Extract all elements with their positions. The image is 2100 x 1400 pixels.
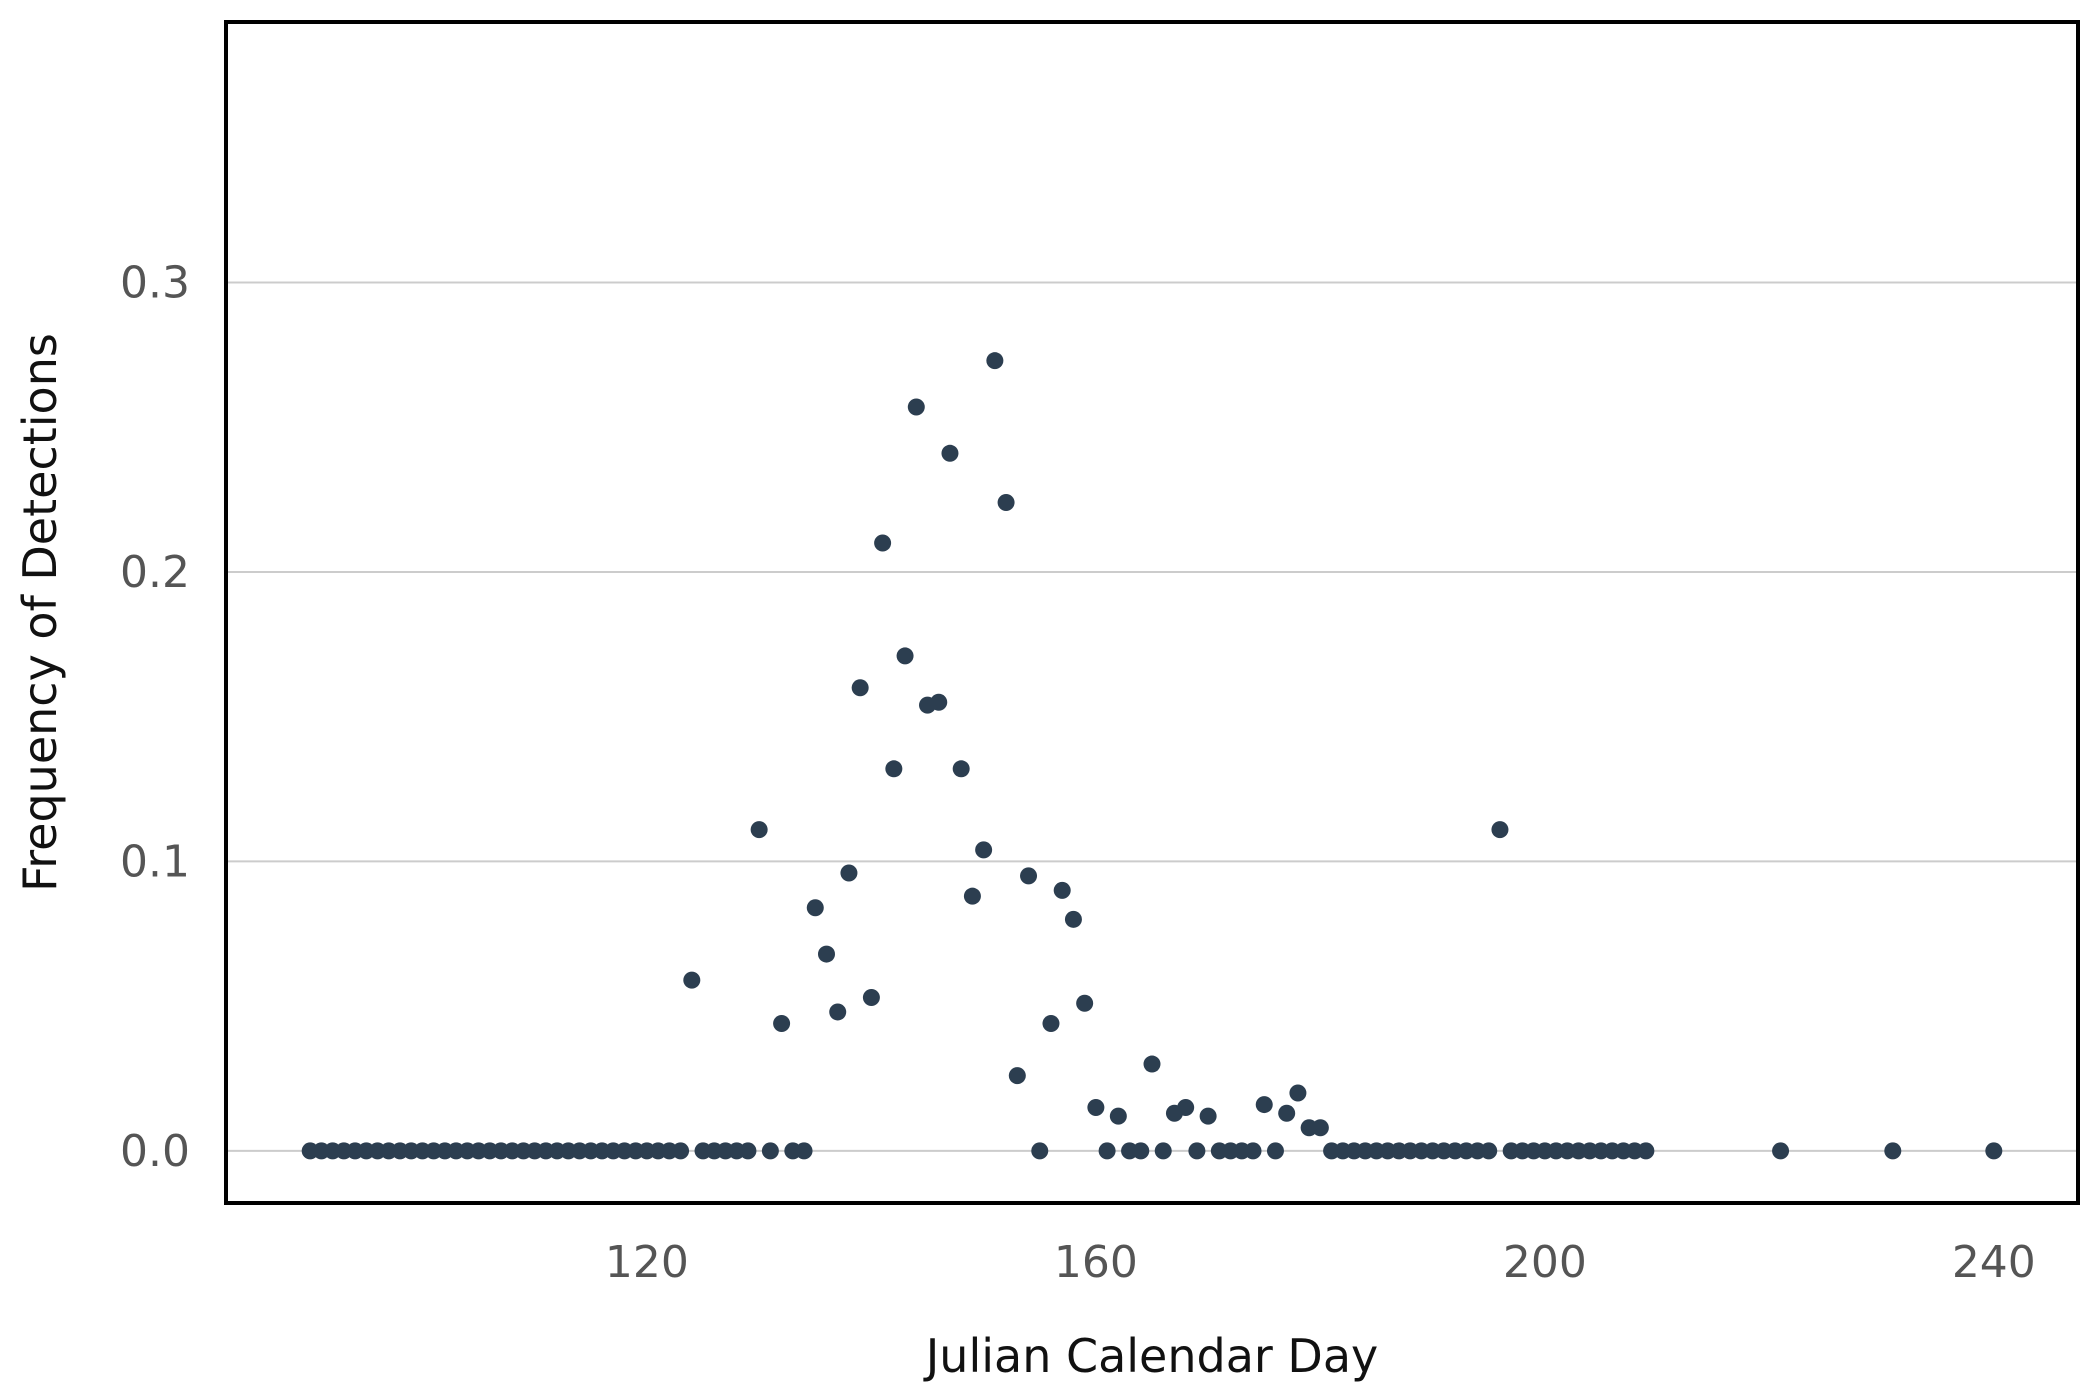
- data-point: [1985, 1142, 2003, 1160]
- x-tick-label: 120: [605, 1237, 689, 1288]
- gridlines: [226, 281, 2078, 1152]
- data-point: [817, 945, 835, 963]
- data-point: [941, 444, 959, 462]
- data-point: [1278, 1104, 1296, 1122]
- data-point: [1020, 867, 1038, 885]
- data-point: [1188, 1142, 1206, 1160]
- data-point: [806, 899, 824, 917]
- data-point: [1064, 910, 1082, 928]
- data-point: [1143, 1055, 1161, 1073]
- y-tick-label: 0.2: [120, 547, 190, 598]
- data-point: [672, 1142, 690, 1160]
- data-point: [1772, 1142, 1790, 1160]
- data-point: [1132, 1142, 1150, 1160]
- data-point: [1042, 1015, 1060, 1033]
- data-point: [862, 988, 880, 1006]
- data-point: [750, 821, 768, 839]
- data-point: [1480, 1142, 1498, 1160]
- data-point: [683, 971, 701, 989]
- data-point: [930, 693, 948, 711]
- data-point: [874, 534, 892, 552]
- data-point: [1637, 1142, 1655, 1160]
- data-point: [761, 1142, 779, 1160]
- plot-frame: [224, 20, 2080, 1205]
- data-point: [1008, 1067, 1026, 1085]
- data-point: [1491, 821, 1509, 839]
- y-axis-title: Frequency of Detections: [13, 333, 67, 892]
- data-point: [1109, 1107, 1127, 1125]
- data-point: [963, 887, 981, 905]
- data-point: [1177, 1098, 1195, 1116]
- data-point: [885, 760, 903, 778]
- data-point: [1031, 1142, 1049, 1160]
- data-point: [986, 352, 1004, 370]
- y-tick-label: 0.3: [120, 258, 190, 309]
- data-point: [952, 760, 970, 778]
- x-tick-label: 200: [1503, 1237, 1587, 1288]
- data-point: [1244, 1142, 1262, 1160]
- data-points: [301, 352, 2003, 1160]
- data-point: [840, 864, 858, 882]
- data-point: [1053, 881, 1071, 899]
- y-tick-label: 0.0: [120, 1126, 190, 1177]
- data-point: [795, 1142, 813, 1160]
- y-axis-ticks: 0.0 0.1 0.2 0.3: [120, 258, 190, 1177]
- data-point: [1087, 1098, 1105, 1116]
- data-point: [851, 679, 869, 697]
- x-axis-ticks: 120 160 200 240: [605, 1237, 2036, 1288]
- y-tick-label: 0.1: [120, 836, 190, 887]
- data-point: [896, 647, 914, 665]
- data-point: [1098, 1142, 1116, 1160]
- data-point: [1311, 1119, 1329, 1137]
- data-point: [1266, 1142, 1284, 1160]
- x-tick-label: 160: [1054, 1237, 1138, 1288]
- data-point: [829, 1003, 847, 1021]
- data-point: [1199, 1107, 1217, 1125]
- data-point: [1076, 994, 1094, 1012]
- data-point: [907, 398, 925, 416]
- data-point: [997, 494, 1015, 512]
- data-point: [739, 1142, 757, 1160]
- data-point: [1884, 1142, 1902, 1160]
- data-point: [1255, 1096, 1273, 1114]
- data-point: [773, 1015, 791, 1033]
- data-point: [1289, 1084, 1307, 1102]
- data-point: [975, 841, 993, 859]
- x-axis-title: Julian Calendar Day: [923, 1329, 1379, 1383]
- x-tick-label: 240: [1952, 1237, 2036, 1288]
- data-point: [1154, 1142, 1172, 1160]
